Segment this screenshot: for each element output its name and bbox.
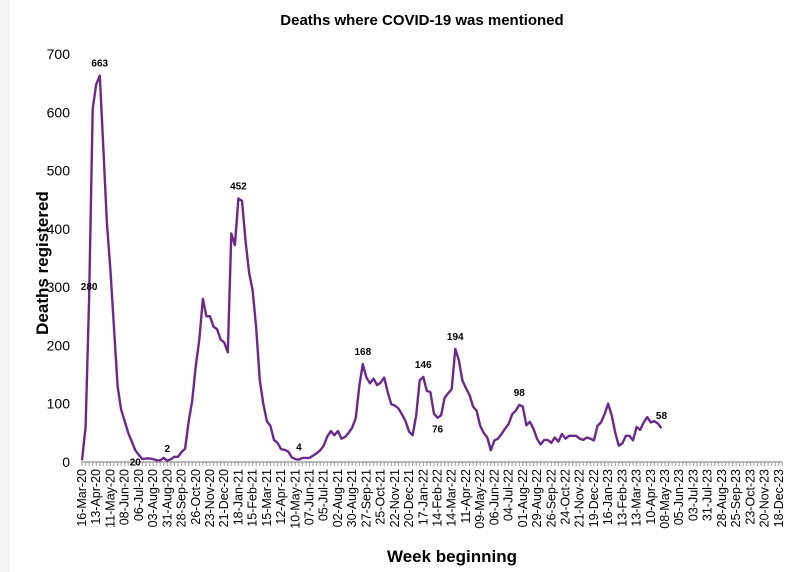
series-line bbox=[80, 74, 663, 462]
y-tick-label: 400 bbox=[47, 221, 71, 237]
x-tick-label: 29-Aug-22 bbox=[530, 469, 544, 527]
data-label: 58 bbox=[656, 411, 668, 422]
x-tick-label: 22-Nov-21 bbox=[388, 469, 402, 527]
x-tick-label: 13-Mar-23 bbox=[630, 469, 644, 527]
y-tick-label: 0 bbox=[62, 454, 70, 470]
x-tick-label: 16-Jan-23 bbox=[601, 469, 615, 525]
y-axis: 0 100 200 300 400 500 600 700 bbox=[47, 46, 71, 470]
x-tick-label: 21-Dec-20 bbox=[217, 469, 231, 527]
x-tick-label: 21-Nov-22 bbox=[573, 469, 587, 527]
y-tick-label: 300 bbox=[47, 279, 71, 295]
x-tick-label: 11-May-20 bbox=[103, 469, 117, 528]
data-labels: 663 2 280 452 4 168 146 76 194 20 98 58 bbox=[81, 59, 668, 469]
x-tick-label: 25-Oct-21 bbox=[374, 469, 388, 525]
x-tick-label: 26-Oct-20 bbox=[189, 469, 203, 525]
x-tick-label: 13-Apr-20 bbox=[89, 469, 103, 525]
data-label: 168 bbox=[355, 347, 372, 358]
x-tick-label: 15-Mar-21 bbox=[260, 469, 274, 527]
data-label: 98 bbox=[514, 388, 526, 399]
x-tick-label: 05-Jun-23 bbox=[672, 469, 686, 525]
x-tick-label: 31-Aug-20 bbox=[160, 469, 174, 527]
x-tick-label: 23-Nov-20 bbox=[203, 469, 217, 527]
data-label: 663 bbox=[91, 59, 108, 70]
x-tick-label: 03-Aug-20 bbox=[146, 469, 160, 527]
x-tick-label: 14-Feb-22 bbox=[431, 469, 445, 527]
y-tick-label: 200 bbox=[47, 337, 71, 353]
x-tick-label: 17-Jan-22 bbox=[416, 469, 430, 525]
x-tick-label: 05-Jul-21 bbox=[317, 469, 331, 521]
data-label: 146 bbox=[415, 360, 432, 371]
x-tick-label: 11-Apr-22 bbox=[459, 469, 473, 524]
x-tick-label: 15-Feb-21 bbox=[246, 469, 260, 527]
x-tick-label: 06-Jun-22 bbox=[487, 469, 501, 525]
y-tick-label: 700 bbox=[47, 46, 71, 62]
x-tick-label: 28-Aug-23 bbox=[715, 469, 729, 527]
data-label: 194 bbox=[447, 332, 464, 343]
x-axis: 16-Mar-20 13-Apr-20 11-May-20 08-Jun-20 06-J… bbox=[75, 461, 786, 529]
x-tick-label: 13-Feb-23 bbox=[615, 469, 629, 527]
x-tick-label: 30-Aug-21 bbox=[345, 469, 359, 527]
x-tick-label: 01-Aug-22 bbox=[516, 469, 530, 527]
x-tick-label: 26-Sep-22 bbox=[544, 469, 558, 527]
x-tick-label: 24-Oct-22 bbox=[558, 469, 572, 525]
series-deaths bbox=[80, 74, 663, 462]
data-label: 4 bbox=[296, 443, 302, 454]
x-tick-label: 10-Apr-23 bbox=[644, 469, 658, 525]
x-tick-label: 20-Dec-21 bbox=[402, 469, 416, 527]
data-label: 280 bbox=[81, 282, 98, 293]
x-tick-label: 08-Jun-20 bbox=[118, 469, 132, 525]
y-tick-label: 500 bbox=[47, 163, 71, 179]
data-label: 2 bbox=[165, 444, 171, 455]
x-tick-label: 31-Jul-23 bbox=[701, 469, 715, 521]
x-tick-label: 18-Dec-23 bbox=[772, 469, 786, 527]
data-label: 452 bbox=[230, 182, 247, 193]
x-tick-label: 27-Sep-21 bbox=[359, 469, 373, 527]
x-tick-label: 09-May-22 bbox=[473, 469, 487, 529]
x-tick-label: 02-Aug-21 bbox=[331, 469, 345, 527]
x-tick-label: 10-May-21 bbox=[288, 469, 302, 529]
x-tick-label: 19-Dec-22 bbox=[587, 469, 601, 527]
x-tick-label: 28-Sep-20 bbox=[175, 469, 189, 527]
x-tick-label: 06-Jul-20 bbox=[132, 469, 146, 521]
x-tick-label: 16-Mar-20 bbox=[75, 469, 89, 527]
data-label: 20 bbox=[130, 457, 142, 468]
x-tick-label: 20-Nov-23 bbox=[758, 469, 772, 527]
left-margin-strip bbox=[0, 0, 10, 572]
x-tick-label: 08-May-23 bbox=[658, 469, 672, 529]
x-tick-label: 04-Jul-22 bbox=[502, 469, 516, 521]
y-axis-title: Deaths registered bbox=[33, 191, 52, 335]
x-tick-label: 03-Jul-23 bbox=[686, 469, 700, 521]
x-tick-label: 12-Apr-21 bbox=[274, 469, 288, 525]
x-tick-label: 14-Mar-22 bbox=[445, 469, 459, 527]
x-tick-label: 18-Jan-21 bbox=[231, 469, 245, 525]
y-tick-label: 100 bbox=[47, 396, 71, 412]
y-tick-label: 600 bbox=[47, 104, 71, 120]
x-tick-label: 07-Jun-21 bbox=[303, 469, 317, 525]
x-tick-label: 23-Oct-23 bbox=[743, 469, 757, 525]
chart-title: Deaths where COVID-19 was mentioned bbox=[280, 12, 563, 29]
data-label: 76 bbox=[432, 425, 444, 436]
x-tick-label: 25-Sep-23 bbox=[729, 469, 743, 527]
x-axis-title: Week beginning bbox=[387, 547, 517, 566]
